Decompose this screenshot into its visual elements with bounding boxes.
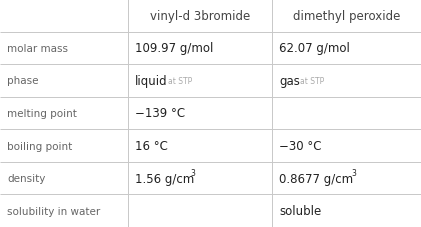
Text: melting point: melting point <box>7 109 77 118</box>
Text: boiling point: boiling point <box>7 141 72 151</box>
Text: liquid: liquid <box>135 75 168 88</box>
Text: −30 °C: −30 °C <box>279 139 322 152</box>
Text: at STP: at STP <box>300 76 324 86</box>
Text: 3: 3 <box>190 168 195 177</box>
Text: 16 °C: 16 °C <box>135 139 168 152</box>
Text: −139 °C: −139 °C <box>135 107 185 120</box>
Text: 1.56 g/cm: 1.56 g/cm <box>135 172 194 185</box>
Text: 0.8677 g/cm: 0.8677 g/cm <box>279 172 353 185</box>
Text: at STP: at STP <box>168 76 192 86</box>
Text: 3: 3 <box>351 168 356 177</box>
Text: dimethyl peroxide: dimethyl peroxide <box>293 10 400 23</box>
Text: molar mass: molar mass <box>7 44 68 54</box>
Text: soluble: soluble <box>279 204 321 217</box>
Text: 109.97 g/mol: 109.97 g/mol <box>135 42 213 55</box>
Text: 62.07 g/mol: 62.07 g/mol <box>279 42 350 55</box>
Text: solubility in water: solubility in water <box>7 206 100 216</box>
Text: phase: phase <box>7 76 38 86</box>
Text: gas: gas <box>279 75 300 88</box>
Text: density: density <box>7 173 45 183</box>
Text: vinyl-d 3bromide: vinyl-d 3bromide <box>150 10 250 23</box>
